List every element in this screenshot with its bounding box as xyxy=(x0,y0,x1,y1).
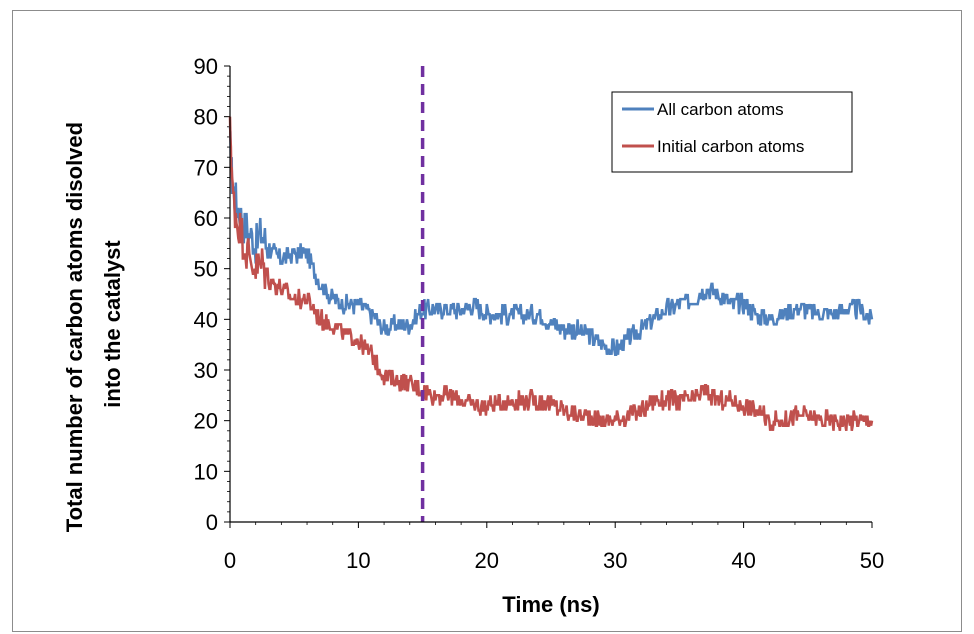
x-tick-label: 50 xyxy=(860,548,884,573)
series-line-all-carbon xyxy=(228,126,874,357)
y-tick-label: 10 xyxy=(194,459,218,484)
y-tick-label: 30 xyxy=(194,358,218,383)
y-tick-label: 20 xyxy=(194,409,218,434)
legend: All carbon atoms Initial carbon atoms xyxy=(611,91,853,173)
y-axis-title: Total number of carbon atoms disolved in… xyxy=(62,116,125,532)
y-axis-ticks: 0 10 20 30 40 50 60 70 80 90 xyxy=(194,54,230,535)
legend-label-initial-carbon: Initial carbon atoms xyxy=(657,137,804,156)
series-layer xyxy=(228,116,874,432)
x-tick-label: 10 xyxy=(346,548,370,573)
y-tick-label: 90 xyxy=(194,54,218,79)
x-tick-label: 0 xyxy=(224,548,236,573)
y-tick-label: 80 xyxy=(194,105,218,130)
y-axis-title-line-1: Total number of carbon atoms disolved xyxy=(62,122,87,532)
legend-box xyxy=(611,91,853,173)
x-tick-label: 40 xyxy=(731,548,755,573)
x-axis-title: Time (ns) xyxy=(502,592,599,617)
y-tick-label: 40 xyxy=(194,307,218,332)
series-line-initial-carbon xyxy=(228,116,874,432)
x-axis-ticks: 0 10 20 30 40 50 xyxy=(224,522,884,573)
legend-label-all-carbon: All carbon atoms xyxy=(657,100,784,119)
x-tick-label: 20 xyxy=(475,548,499,573)
y-tick-label: 60 xyxy=(194,206,218,231)
y-tick-label: 0 xyxy=(206,510,218,535)
x-tick-label: 30 xyxy=(603,548,627,573)
y-tick-label: 50 xyxy=(194,257,218,282)
y-tick-label: 70 xyxy=(194,155,218,180)
y-axis-title-line-2: into the catalyst xyxy=(100,240,125,408)
